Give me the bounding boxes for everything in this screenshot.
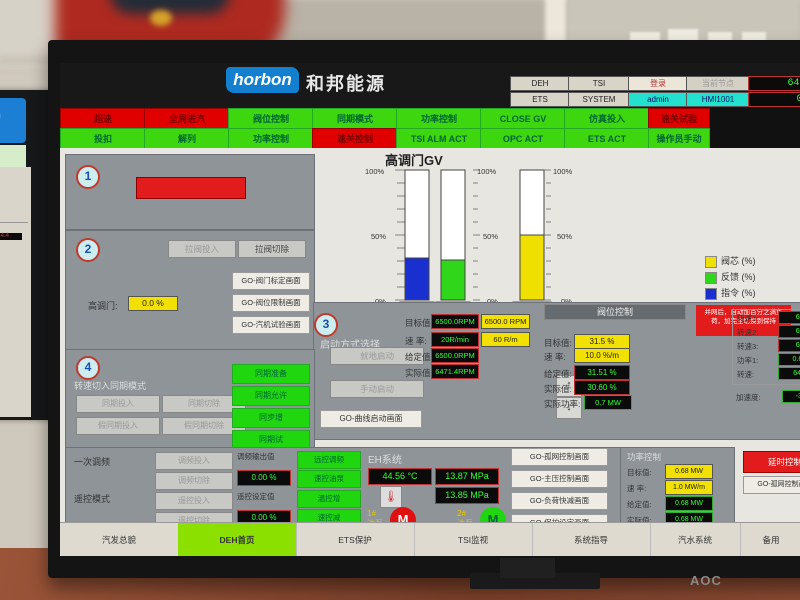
- svg-text:50%: 50%: [371, 232, 386, 241]
- svg-text:50%: 50%: [557, 232, 572, 241]
- svg-text:50%: 50%: [483, 232, 498, 241]
- svg-text:100%: 100%: [553, 167, 573, 176]
- svg-text:100%: 100%: [365, 167, 385, 176]
- svg-text:100%: 100%: [477, 167, 497, 176]
